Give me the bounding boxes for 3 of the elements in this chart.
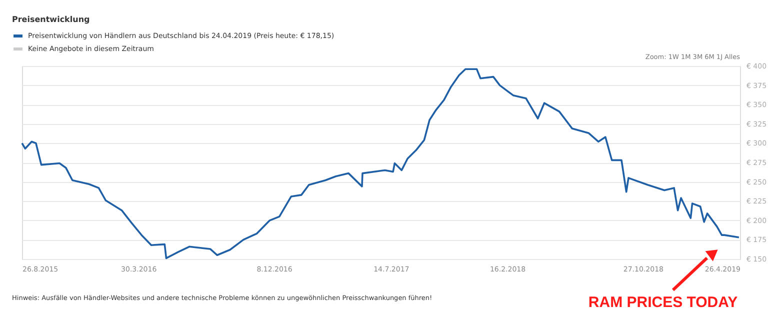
text: RAM PRICES TODAY	[588, 294, 738, 311]
line-series	[21, 68, 740, 260]
chart-title: Preisentwicklung	[12, 15, 90, 24]
